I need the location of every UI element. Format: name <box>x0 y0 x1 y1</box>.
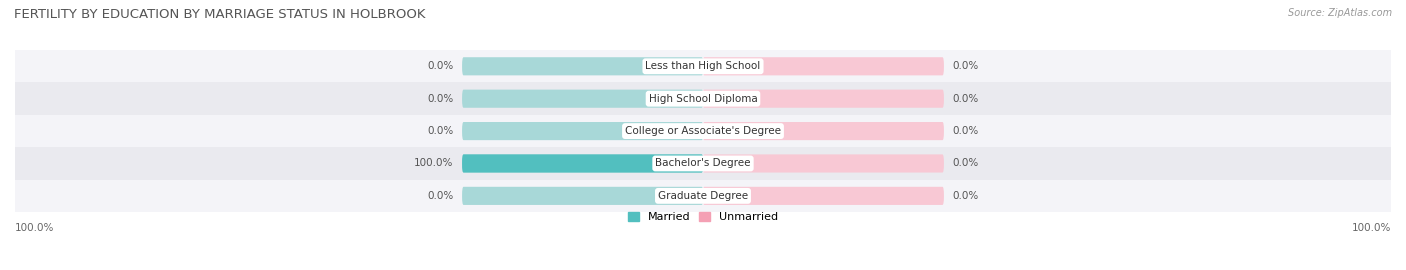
Text: 0.0%: 0.0% <box>427 126 454 136</box>
Text: Bachelor's Degree: Bachelor's Degree <box>655 158 751 168</box>
FancyBboxPatch shape <box>703 187 943 205</box>
Text: 0.0%: 0.0% <box>952 94 979 104</box>
FancyBboxPatch shape <box>703 154 943 173</box>
Bar <box>15 180 1391 212</box>
Text: 0.0%: 0.0% <box>952 158 979 168</box>
Text: High School Diploma: High School Diploma <box>648 94 758 104</box>
Text: 100.0%: 100.0% <box>15 223 55 233</box>
FancyBboxPatch shape <box>463 122 703 140</box>
Text: 100.0%: 100.0% <box>415 158 454 168</box>
Text: Source: ZipAtlas.com: Source: ZipAtlas.com <box>1288 8 1392 18</box>
Text: Less than High School: Less than High School <box>645 61 761 71</box>
Text: 0.0%: 0.0% <box>427 94 454 104</box>
Text: College or Associate's Degree: College or Associate's Degree <box>626 126 780 136</box>
Text: 100.0%: 100.0% <box>1351 223 1391 233</box>
Text: 0.0%: 0.0% <box>952 191 979 201</box>
FancyBboxPatch shape <box>703 122 943 140</box>
Text: 0.0%: 0.0% <box>427 191 454 201</box>
FancyBboxPatch shape <box>703 90 943 108</box>
Text: Graduate Degree: Graduate Degree <box>658 191 748 201</box>
Bar <box>15 115 1391 147</box>
Text: 0.0%: 0.0% <box>427 61 454 71</box>
FancyBboxPatch shape <box>703 57 943 75</box>
Text: 0.0%: 0.0% <box>952 126 979 136</box>
Text: FERTILITY BY EDUCATION BY MARRIAGE STATUS IN HOLBROOK: FERTILITY BY EDUCATION BY MARRIAGE STATU… <box>14 8 426 21</box>
FancyBboxPatch shape <box>463 90 703 108</box>
FancyBboxPatch shape <box>463 57 703 75</box>
FancyBboxPatch shape <box>463 154 703 173</box>
Bar <box>15 83 1391 115</box>
Bar <box>15 50 1391 83</box>
Text: 0.0%: 0.0% <box>952 61 979 71</box>
Legend: Married, Unmarried: Married, Unmarried <box>623 208 783 227</box>
FancyBboxPatch shape <box>463 187 703 205</box>
FancyBboxPatch shape <box>463 154 703 173</box>
Bar <box>15 147 1391 180</box>
